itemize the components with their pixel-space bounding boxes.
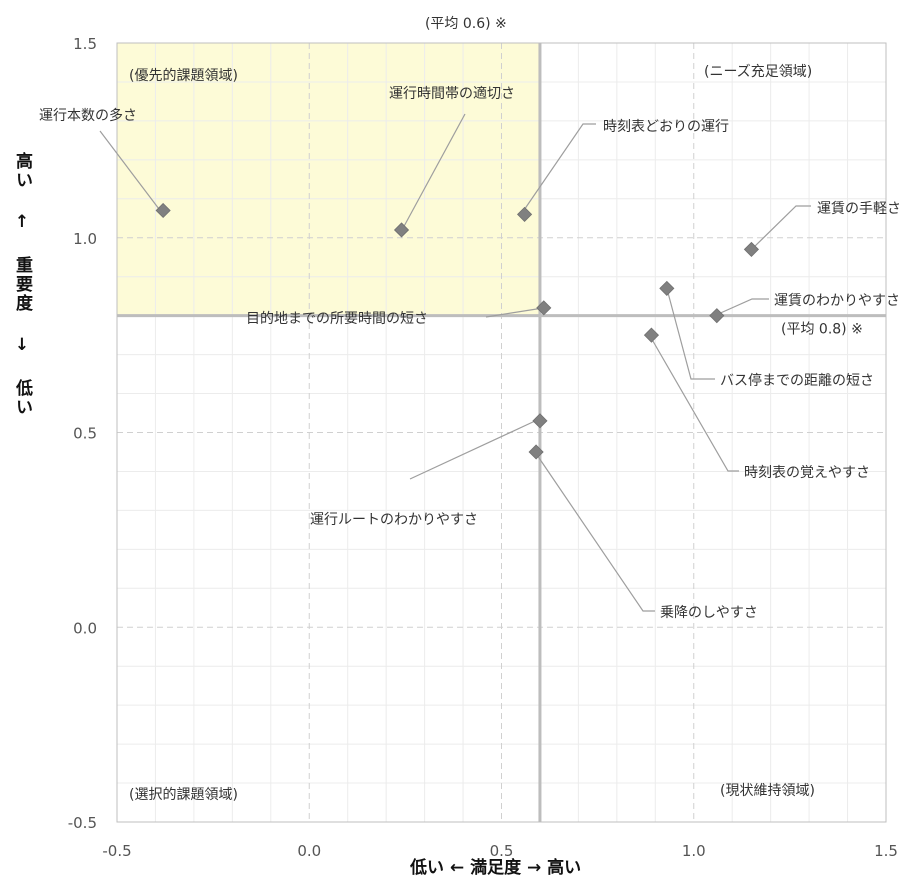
y-tick-label: 1.0	[73, 230, 97, 248]
data-point-label: 運行ルートのわかりやすさ	[310, 512, 478, 528]
plot-border	[116, 42, 887, 823]
data-point	[393, 222, 410, 238]
data-point	[536, 300, 552, 316]
x-tick-label: 1.0	[682, 842, 706, 860]
data-point-label: バス停までの距離の短さ	[720, 372, 874, 389]
x-tick-label: 1.5	[874, 842, 898, 860]
data-point-label: 運行本数の多さ	[39, 107, 137, 124]
grid	[117, 43, 886, 822]
leader-line	[750, 205, 811, 251]
markers	[155, 202, 759, 460]
data-point	[643, 327, 660, 343]
x-axis-title: 低い ← 満足度 → 高い	[410, 858, 582, 878]
data-point-label: 目的地までの所要時間の短さ	[246, 311, 428, 327]
data-point	[155, 202, 171, 219]
data-point-label: 時刻表どおりの運行	[603, 119, 729, 135]
data-point-label: 運賃の手軽さ	[817, 201, 901, 217]
quadrant-label-bottom-right: (現状維持領域)	[720, 782, 815, 799]
data-point-label: 運行時間帯の適切さ	[389, 85, 515, 102]
leader-line	[521, 123, 596, 214]
data-point	[743, 241, 759, 258]
leader-line	[409, 420, 536, 480]
data-point	[528, 444, 544, 460]
x-tick-label: 0.5	[490, 842, 514, 860]
y-tick-label: -0.5	[68, 814, 97, 832]
leader-lines	[99, 113, 811, 612]
y-tick-label: 1.5	[73, 35, 97, 53]
quadrant-label-top-right: (ニーズ充足領域)	[704, 63, 812, 80]
data-point	[532, 413, 548, 429]
data-point	[517, 206, 533, 222]
data-point-label: 乗降のしやすさ	[660, 605, 758, 621]
leader-line	[666, 288, 715, 380]
data-point	[659, 280, 675, 296]
leader-line	[715, 298, 769, 316]
y-axis-title: 高い ↑ 重要度 ↓ 低い	[12, 152, 32, 417]
x-tick-label: -0.5	[102, 842, 131, 860]
x-tick-label: 0.0	[297, 842, 321, 860]
leader-line	[99, 130, 160, 210]
average-y-label: (平均 0.8) ※	[781, 322, 863, 338]
quadrant-label-top-left: (優先的課題領域)	[129, 67, 238, 84]
data-point-label: 時刻表の覚えやすさ	[744, 465, 870, 481]
priority-quadrant-fill	[117, 43, 540, 316]
quadrant-label-bottom-left: (選択的課題領域)	[129, 786, 238, 803]
average-x-label: (平均 0.6) ※	[425, 16, 507, 32]
y-tick-label: 0.5	[73, 425, 97, 443]
leader-line	[649, 335, 739, 472]
leader-line	[534, 451, 655, 612]
data-point	[709, 308, 725, 324]
leader-line	[401, 113, 466, 231]
y-tick-label: 0.0	[73, 619, 97, 637]
leader-line	[485, 307, 544, 318]
data-point-label: 運賃のわかりやすさ	[774, 293, 900, 309]
